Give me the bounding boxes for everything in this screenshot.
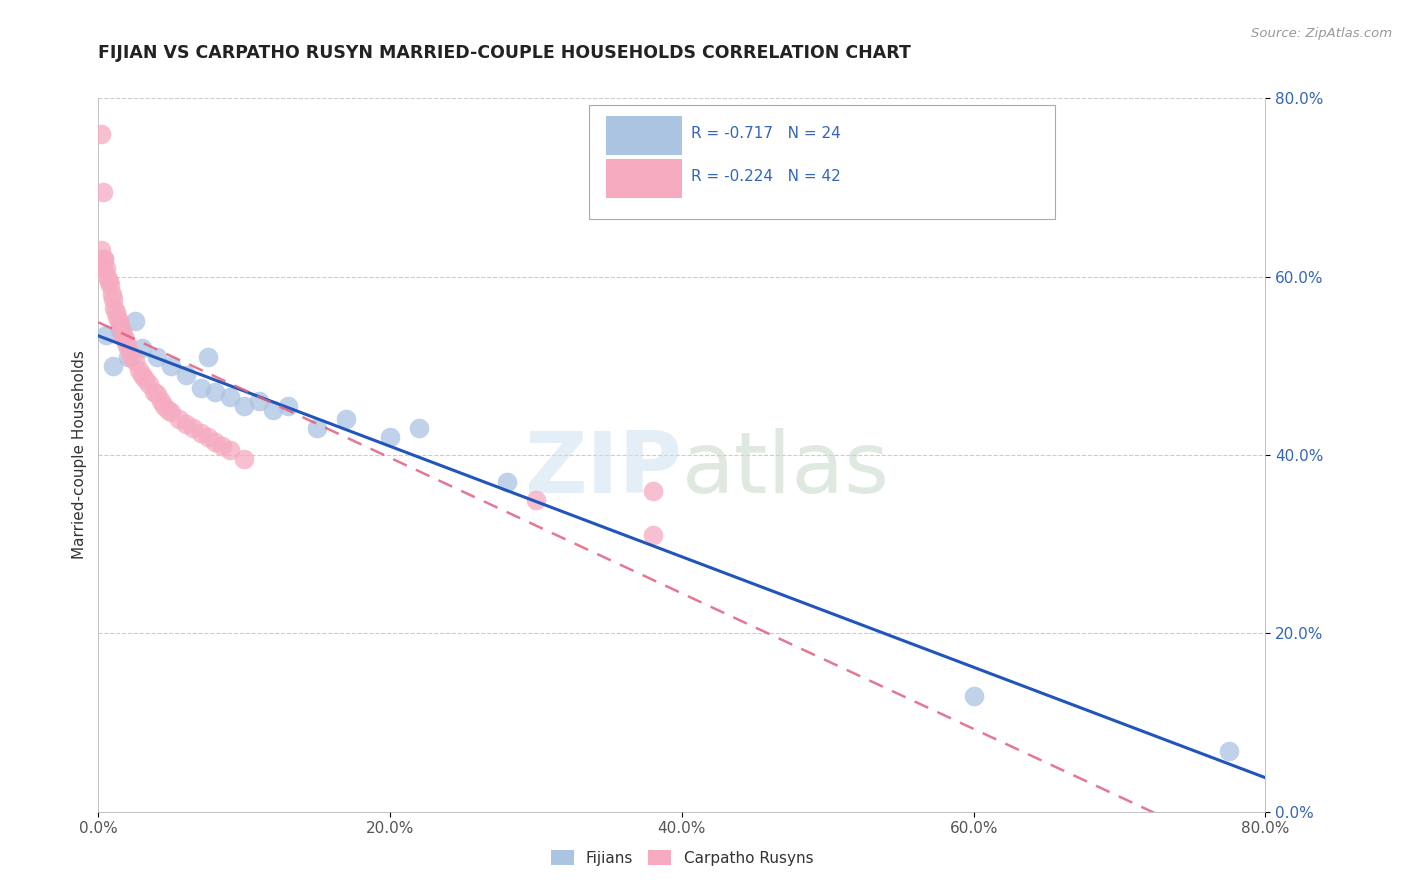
Point — [100, 287, 122, 301]
Point — [218, 390, 240, 404]
Point — [134, 372, 156, 386]
Point — [101, 292, 124, 306]
Point — [96, 269, 118, 284]
Point — [262, 403, 284, 417]
Text: R = -0.224   N = 42: R = -0.224 N = 42 — [692, 169, 841, 184]
Point — [115, 336, 138, 351]
Point — [104, 305, 127, 319]
Point — [335, 412, 357, 426]
Point — [98, 278, 121, 293]
Point — [641, 483, 664, 498]
Point — [117, 341, 139, 355]
Point — [112, 327, 135, 342]
Point — [93, 252, 115, 266]
Point — [114, 332, 136, 346]
Text: ZIP: ZIP — [524, 427, 682, 511]
Point — [138, 376, 160, 391]
Point — [142, 385, 165, 400]
Point — [90, 243, 112, 257]
Point — [160, 405, 183, 419]
Text: Source: ZipAtlas.com: Source: ZipAtlas.com — [1251, 27, 1392, 40]
FancyBboxPatch shape — [606, 159, 682, 198]
Point — [204, 385, 226, 400]
Point — [146, 350, 169, 364]
Point — [641, 528, 664, 542]
Point — [91, 260, 114, 275]
FancyBboxPatch shape — [606, 116, 682, 155]
Point — [131, 368, 153, 382]
Point — [91, 185, 114, 199]
Point — [153, 399, 176, 413]
Point — [1218, 744, 1240, 758]
Text: atlas: atlas — [682, 427, 890, 511]
Point — [150, 394, 173, 409]
Point — [105, 310, 128, 324]
Point — [233, 399, 256, 413]
Point — [110, 323, 132, 337]
Point — [117, 350, 139, 364]
Point — [524, 492, 547, 507]
Point — [197, 430, 219, 444]
Y-axis label: Married-couple Households: Married-couple Households — [72, 351, 87, 559]
Point — [94, 327, 117, 342]
Point — [190, 425, 212, 440]
Point — [204, 434, 226, 449]
Point — [307, 421, 329, 435]
Point — [128, 363, 150, 377]
Legend: Fijians, Carpatho Rusyns: Fijians, Carpatho Rusyns — [544, 844, 820, 871]
Point — [181, 421, 204, 435]
Point — [93, 252, 115, 266]
Point — [146, 387, 169, 401]
FancyBboxPatch shape — [589, 105, 1056, 219]
Point — [378, 430, 402, 444]
Point — [111, 323, 134, 337]
Point — [120, 350, 142, 364]
Point — [110, 318, 132, 333]
Point — [160, 359, 183, 373]
Point — [94, 260, 117, 275]
Point — [167, 412, 190, 426]
Point — [157, 403, 180, 417]
Point — [97, 274, 120, 288]
Point — [247, 394, 270, 409]
Point — [211, 439, 233, 453]
Point — [124, 354, 146, 368]
Point — [108, 314, 131, 328]
Point — [190, 381, 212, 395]
Point — [408, 421, 430, 435]
Point — [174, 417, 197, 431]
Point — [218, 443, 240, 458]
Point — [103, 301, 125, 315]
Point — [174, 368, 197, 382]
Text: FIJIAN VS CARPATHO RUSYN MARRIED-COUPLE HOUSEHOLDS CORRELATION CHART: FIJIAN VS CARPATHO RUSYN MARRIED-COUPLE … — [98, 45, 911, 62]
Point — [101, 359, 124, 373]
Text: R = -0.717   N = 24: R = -0.717 N = 24 — [692, 127, 841, 141]
Point — [124, 314, 146, 328]
Point — [233, 452, 256, 467]
Point — [495, 475, 517, 489]
Point — [277, 399, 299, 413]
Point — [90, 127, 112, 141]
Point — [131, 341, 153, 355]
Point — [197, 350, 219, 364]
Point — [962, 689, 984, 703]
